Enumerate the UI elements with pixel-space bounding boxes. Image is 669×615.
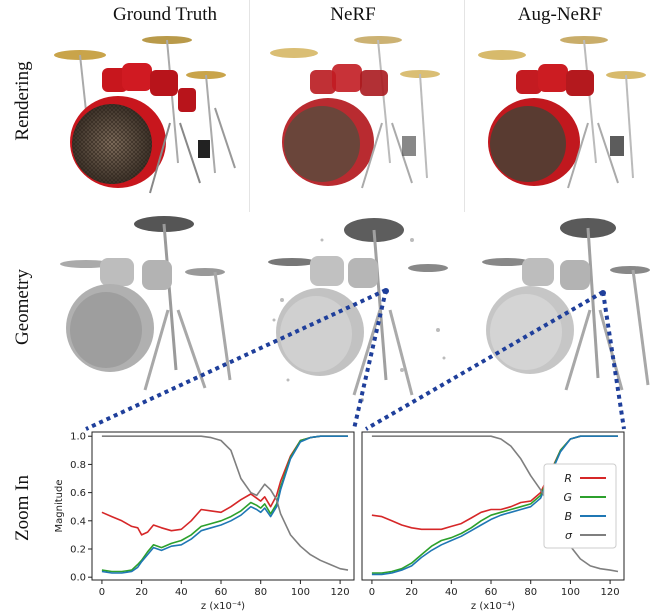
geometry-aug-nerf — [482, 218, 650, 391]
x-tick-label: 80 — [254, 587, 267, 598]
legend-label: G — [563, 491, 572, 504]
y-tick-label: 0.8 — [70, 460, 86, 471]
column-title-aug-nerf: Aug-NeRF — [517, 4, 603, 25]
legend-label: B — [564, 510, 572, 523]
y-tick-label: 0.0 — [70, 573, 86, 584]
legend-label: σ — [565, 529, 573, 542]
y-tick-label: 0.4 — [70, 516, 86, 527]
x-tick-label: 80 — [524, 587, 537, 598]
drum-render-aug-nerf — [478, 36, 646, 189]
x-tick-label: 20 — [135, 587, 148, 598]
x-tick-label: 40 — [445, 587, 458, 598]
drum-render-ground-truth — [54, 36, 236, 194]
x-tick-label: 0 — [369, 587, 375, 598]
legend-box — [543, 463, 617, 549]
x-tick-label: 0 — [99, 587, 105, 598]
column-separator — [464, 0, 465, 212]
cymbal-icon — [186, 71, 226, 174]
x-tick-label: 60 — [485, 587, 498, 598]
x-tick-label: 60 — [215, 587, 228, 598]
y-axis-label: Magnitude — [54, 480, 65, 533]
column-title-nerf: NeRF — [330, 4, 376, 25]
x-axis-label: z (x10⁻⁴) — [201, 601, 245, 612]
y-tick-label: 0.6 — [70, 488, 86, 499]
series-line-sigma — [101, 435, 349, 571]
x-tick-label: 120 — [331, 587, 350, 598]
drum-render-nerf — [270, 36, 440, 189]
legend-label: R — [564, 472, 572, 485]
y-tick-label: 0.2 — [70, 544, 86, 555]
x-tick-label: 100 — [291, 587, 310, 598]
series-line-sigma — [371, 435, 619, 573]
cymbal-icon — [142, 36, 192, 164]
series-line-B — [371, 435, 618, 576]
series-line-B — [101, 435, 348, 574]
x-tick-label: 100 — [561, 587, 580, 598]
y-tick-label: 1.0 — [70, 432, 86, 443]
x-tick-label: 40 — [175, 587, 188, 598]
series-line-G — [101, 435, 348, 573]
zoom-chart-nerf: 0 20 40 60 80 100 120 0.0 0.2 0.4 0.6 0.8 1.0 z (x10⁻… — [54, 431, 355, 612]
geometry-ground-truth — [60, 216, 232, 391]
x-axis-label: z (x10⁻⁴) — [471, 601, 515, 612]
column-separator — [249, 0, 250, 212]
column-title-ground-truth: Ground Truth — [113, 4, 217, 25]
x-tick-label: 20 — [405, 587, 418, 598]
x-tick-label: 120 — [601, 587, 620, 598]
